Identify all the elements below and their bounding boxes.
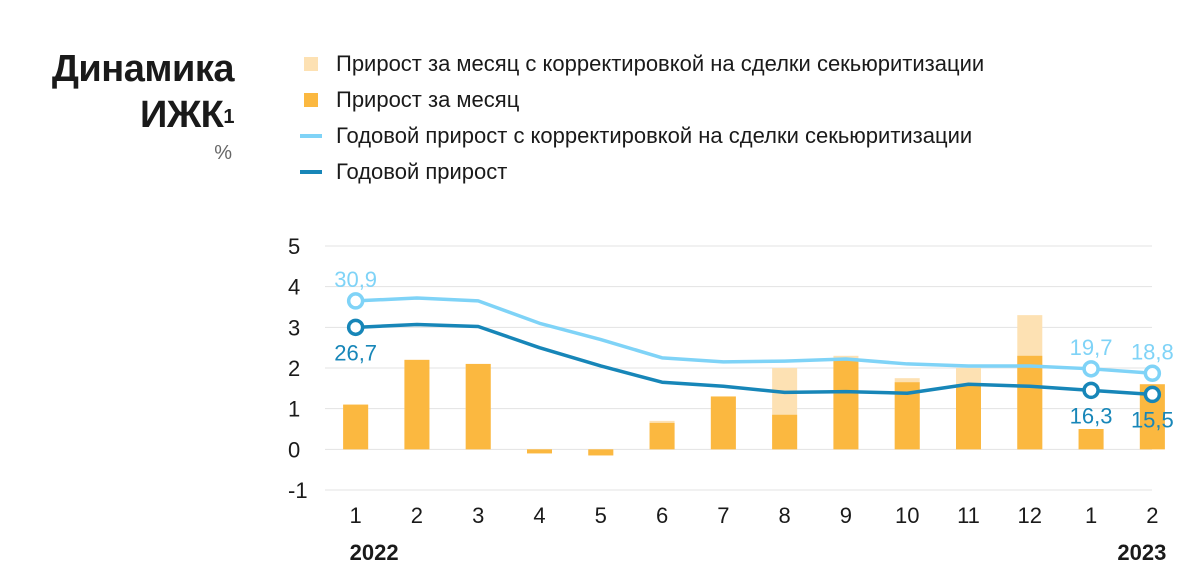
legend-label-adjusted-monthly: Прирост за месяц с корректировкой на сде… [336,51,985,76]
y-tick-label: 1 [288,397,300,422]
data-label: 19,7 [1070,335,1113,360]
y-tick-label: 4 [288,275,300,300]
data-label: 16,3 [1070,403,1113,428]
bar-monthly [465,363,491,450]
x-tick-label: 9 [840,503,852,528]
chart-title-main: ИЖК [140,94,224,136]
bar-monthly [404,359,430,450]
year-label: 2023 [1117,540,1166,565]
line-annual [353,322,1155,397]
bar-monthly [527,449,552,454]
x-tick-label: 6 [656,503,668,528]
data-point-marker [346,292,365,310]
data-point-marker [1082,360,1100,378]
legend-swatch-adjusted-monthly [304,57,318,71]
x-tick-label: 4 [533,503,545,528]
bar-monthly [588,449,614,456]
bar-monthly [343,404,369,450]
legend-item-adjusted-annual: Годовой прирост с корректировкой на сдел… [300,118,984,154]
x-tick-label: 1 [350,503,362,528]
bar-monthly [772,414,798,450]
bar-monthly [649,422,675,450]
bar-monthly [1078,429,1104,450]
footnote-marker: 1 [223,106,234,128]
x-tick-label: 10 [895,503,919,528]
data-label: 26,7 [334,340,377,365]
legend-item-monthly: Прирост за месяц [300,82,984,118]
chart-title: Динамика ИЖК1 [51,46,235,138]
y-tick-label: 5 [288,234,300,259]
y-tick-label: 0 [288,437,300,462]
chart-title-line1: Динамика [51,48,235,90]
data-point-marker [1143,385,1162,404]
x-tick-label: 2 [411,503,423,528]
data-point-marker [346,318,365,337]
data-label: 18,8 [1131,339,1174,364]
data-point-marker [1143,364,1162,383]
legend-label-adjusted-annual: Годовой прирост с корректировкой на сдел… [336,123,973,148]
x-tick-label: 2 [1146,503,1158,528]
bar-monthly [833,359,859,450]
x-tick-label: 7 [717,503,729,528]
legend-swatch-monthly [304,93,318,107]
data-point-marker [1082,381,1100,400]
legend-item-annual: Годовой прирост [300,154,984,190]
legend-label-annual: Годовой прирост [336,159,508,184]
x-tick-label: 11 [957,503,980,528]
data-label: 15,5 [1131,407,1174,432]
data-label: 30,9 [334,267,377,292]
legend: Прирост за месяц с корректировкой на сде… [300,46,984,190]
x-tick-label: 1 [1085,503,1097,528]
bar-monthly [710,396,736,450]
year-label: 2022 [350,540,399,565]
bar-monthly [956,384,981,450]
legend-item-adjusted-monthly: Прирост за месяц с корректировкой на сде… [300,46,984,82]
unit-label: % [214,142,232,164]
legend-label-monthly: Прирост за месяц [336,87,520,112]
x-tick-label: 3 [472,503,484,528]
bar-monthly [1017,355,1043,450]
line-adjusted-annual [353,296,1155,376]
x-tick-label: 5 [595,503,607,528]
y-tick-label: 3 [288,315,300,340]
x-tick-label: 12 [1018,503,1042,528]
legend-swatch-annual [300,170,322,174]
y-tick-label: 2 [288,356,300,381]
chart-title-line2: ИЖК1 [52,92,234,138]
x-tick-label: 8 [779,503,791,528]
legend-swatch-adjusted-annual [300,134,322,138]
y-tick-label: -1 [288,478,308,503]
